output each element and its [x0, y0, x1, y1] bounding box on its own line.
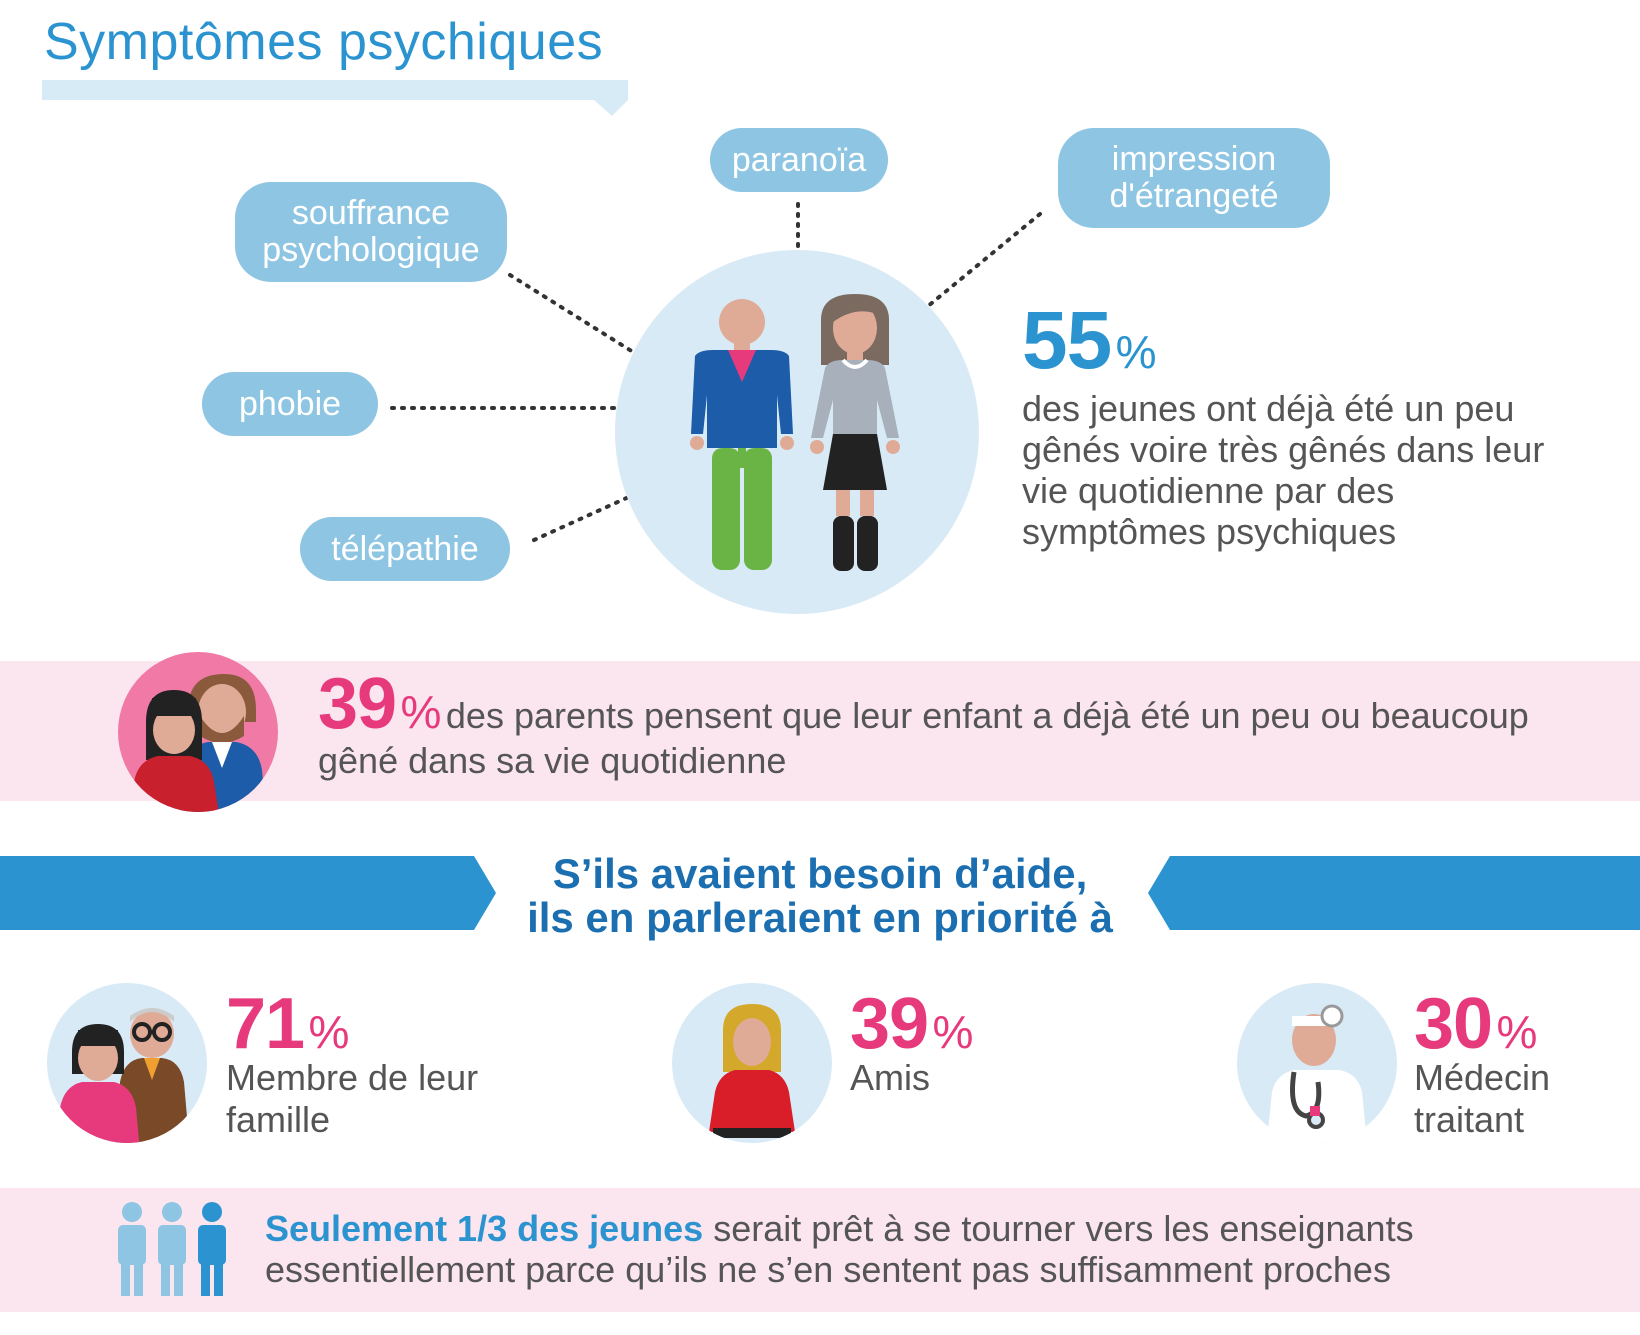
youth-illustration — [615, 250, 979, 614]
parents-avatar — [118, 652, 278, 812]
symptom-paranoia: paranoïa — [710, 128, 888, 192]
symptom-etrangete: impression d'étrangeté — [1058, 128, 1330, 228]
bottom-band — [0, 1188, 1640, 1312]
page-title: Symptômes psychiques — [44, 13, 604, 71]
stat-main-unit: % — [1115, 326, 1157, 378]
girl-figure — [810, 294, 900, 571]
title-underline — [42, 80, 628, 116]
family-avatar — [47, 983, 207, 1143]
people-icon — [118, 1202, 226, 1296]
banner-arrows — [0, 856, 1640, 930]
help-family-label: Membre de leur famille — [226, 1057, 479, 1140]
boy-figure — [690, 299, 794, 570]
friends-avatar — [672, 983, 832, 1143]
help-friends-label: Amis — [850, 1057, 930, 1098]
stat-parents-unit: % — [400, 686, 442, 738]
connector-etrangete — [914, 212, 1042, 318]
help-doctor-label: Médecin traitant — [1414, 1057, 1551, 1140]
stat-parents-value: 39 — [318, 664, 397, 744]
symptom-souffrance: souffrance psychologique — [235, 182, 507, 282]
bottom-bold: Seulement 1/3 des jeunes — [265, 1208, 704, 1249]
symptom-telepathie: télépathie — [300, 517, 510, 581]
stat-main-figure: 55 % — [1022, 300, 1157, 382]
stat-parents-block: 39 % des parents pensent que leur enfant… — [318, 668, 1618, 781]
symptom-phobie: phobie — [202, 372, 378, 436]
stat-main-value: 55 — [1022, 295, 1112, 386]
doctor-avatar — [1237, 983, 1397, 1143]
bottom-statement: Seulement 1/3 des jeunes serait prêt à s… — [265, 1208, 1595, 1290]
banner-heading: S’ils avaient besoin d’aide, ils en parl… — [527, 850, 1113, 941]
banner-arrow-right — [1148, 856, 1640, 930]
help-family-figure: 71 % — [226, 984, 350, 1064]
banner-arrow-left — [0, 856, 496, 930]
help-doctor-figure: 30 % — [1414, 984, 1538, 1064]
bottom-rest: serait prêt à se tourner vers les enseig… — [265, 1208, 1414, 1290]
stat-main-text: des jeunes ont déjà été un peu gênés voi… — [1022, 388, 1545, 552]
help-friends-figure: 39 % — [850, 984, 974, 1064]
stat-parents-text: des parents pensent que leur enfant a dé… — [318, 695, 1529, 781]
